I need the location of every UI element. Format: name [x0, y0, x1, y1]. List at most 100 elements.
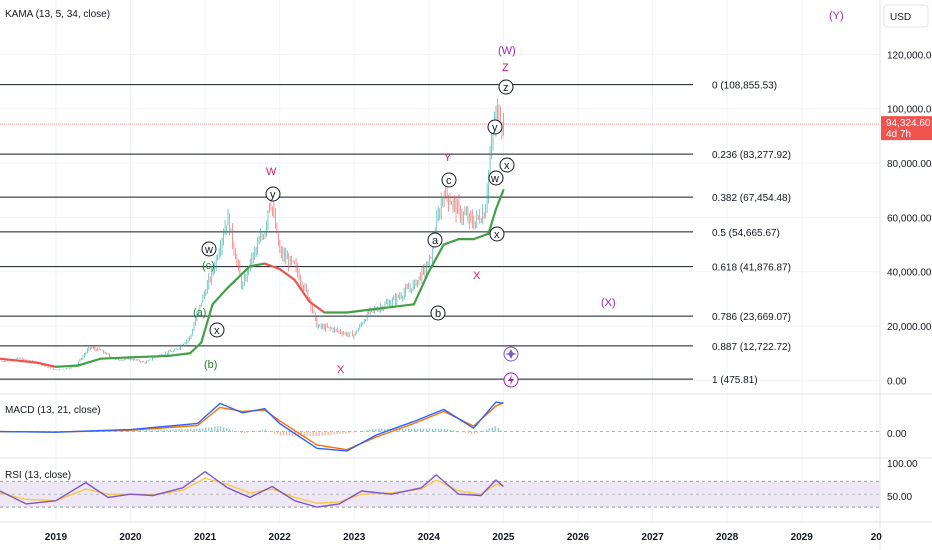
fib-level-label: 0.887 (12,722.72) — [712, 342, 791, 353]
wave-label — [209, 322, 225, 338]
current-price-label: 94,324.60 4d 7h — [881, 116, 932, 141]
kama-segment — [368, 305, 393, 311]
time-tick-label: 2028 — [716, 532, 739, 543]
wave-label: x — [494, 229, 500, 241]
kama-segment — [293, 278, 311, 303]
wave-label: a — [432, 235, 439, 247]
fib-level-label: 1 (475.81) — [712, 375, 758, 386]
wave-label — [499, 157, 515, 173]
kama-segment — [390, 303, 415, 309]
rsi-title: RSI (13, close) — [5, 470, 71, 481]
wave-label — [265, 186, 281, 202]
price-tick-label: 20,000.00 — [887, 322, 932, 333]
kama-segment — [226, 265, 251, 290]
time-axis[interactable]: 2019 2020 2021 2022 2023 2024 2025 2026 2027 2028… — [45, 532, 882, 543]
fib-level-label: 0.5 (54,665.67) — [712, 228, 780, 239]
price-tick-label: 40,000.00 — [887, 268, 932, 279]
currency-button[interactable]: USD — [883, 4, 929, 28]
macd-panel — [0, 401, 880, 452]
kama-segment — [248, 262, 266, 268]
fib-level-label: 0.786 (23,669.07) — [712, 312, 791, 323]
wave-label — [488, 170, 504, 186]
time-tick-label: 2026 — [567, 532, 590, 543]
kama-segment — [200, 303, 214, 344]
wave-label — [498, 79, 514, 95]
kama-segment — [442, 238, 460, 246]
wave-label: Y — [444, 152, 452, 164]
kama-segment — [54, 364, 80, 368]
price-series — [1, 98, 504, 371]
rsi-tick-50: 50.00 — [887, 492, 912, 503]
wave-label: (Y) — [829, 10, 844, 22]
macd-title: MACD (13, 21, close) — [5, 405, 101, 416]
elliott-wave-labels: (W) Z z y x w W y w (c) (a) x (b) X Y c … — [193, 10, 844, 376]
price-tick-label: 60,000.00 — [887, 213, 932, 224]
wave-label — [489, 226, 505, 242]
rsi-panel — [0, 470, 880, 508]
kama-segment — [189, 341, 203, 355]
wave-label: W — [266, 166, 277, 178]
wave-label: X — [473, 270, 481, 282]
wave-label: X — [337, 364, 345, 376]
price-axis[interactable]: 120,000.00 100,000.00 80,000.00 60,000.00 40… — [887, 50, 932, 387]
kama-segment — [36, 361, 58, 368]
kama-segment — [494, 189, 505, 211]
price-tick-label: 100,000.00 — [887, 105, 932, 116]
macd-zero-tick: 0.00 — [887, 429, 907, 440]
wave-label: x — [504, 160, 510, 172]
kama-segment — [427, 243, 445, 273]
kama-segment — [166, 352, 192, 358]
wave-label: c — [446, 175, 452, 187]
fibonacci-retracement[interactable]: 0 (108,855.53) 0.236 (83,277.92) 0.382 (67… — [0, 81, 791, 386]
kama-segment — [412, 270, 430, 306]
time-tick-label: 2024 — [418, 532, 441, 543]
wave-label — [441, 172, 457, 188]
rsi-line — [0, 470, 504, 508]
current-price-value: 94,324.60 — [886, 118, 931, 129]
wave-label: (b) — [204, 359, 217, 371]
kama-segment — [77, 357, 102, 367]
wave-label: b — [435, 308, 441, 320]
currency-label[interactable]: USD — [890, 12, 911, 23]
time-tick-label: 2020 — [119, 532, 142, 543]
kama-segment — [0, 357, 39, 364]
wave-label: y — [270, 189, 276, 201]
kama-line — [0, 189, 505, 368]
wave-label: x — [214, 325, 220, 337]
price-tick-label: 0.00 — [887, 376, 907, 387]
time-tick-label: 2025 — [492, 532, 515, 543]
grid-lines — [0, 0, 880, 522]
fib-level-label: 0 (108,855.53) — [712, 81, 777, 92]
wave-label: w — [490, 173, 499, 185]
event-markers[interactable] — [503, 346, 519, 388]
wave-label: (a) — [193, 307, 206, 319]
kama-segment — [263, 262, 281, 271]
lightning-icon — [508, 375, 514, 385]
kama-title: KAMA (13, 5, 34, close) — [5, 9, 110, 20]
wave-label: Z — [502, 62, 509, 74]
price-tick-label: 120,000.00 — [887, 50, 932, 61]
star-icon — [505, 349, 517, 359]
time-tick-label: 2027 — [641, 532, 664, 543]
kama-segment — [472, 232, 490, 241]
wave-label — [430, 305, 446, 321]
price-tick-label: 80,000.00 — [887, 159, 932, 170]
fib-level-label: 0.618 (41,876.87) — [712, 263, 791, 274]
time-tick-label: 2029 — [791, 532, 814, 543]
fib-level-label: 0.382 (67,454.48) — [712, 193, 791, 204]
kama-segment — [99, 356, 132, 360]
fib-level-label: 0.236 (83,277.92) — [712, 150, 791, 161]
wave-label — [427, 232, 443, 248]
wave-label: z — [503, 82, 509, 94]
wave-label — [487, 119, 503, 135]
wave-label: (W) — [498, 45, 516, 57]
wave-label: (X) — [601, 297, 616, 309]
kama-segment — [129, 354, 169, 359]
kama-segment — [487, 208, 498, 235]
time-tick-label: 2021 — [194, 532, 217, 543]
wave-label: y — [492, 122, 498, 134]
kama-segment — [308, 300, 326, 314]
macd-line — [0, 401, 504, 452]
wave-label: w — [204, 244, 213, 256]
